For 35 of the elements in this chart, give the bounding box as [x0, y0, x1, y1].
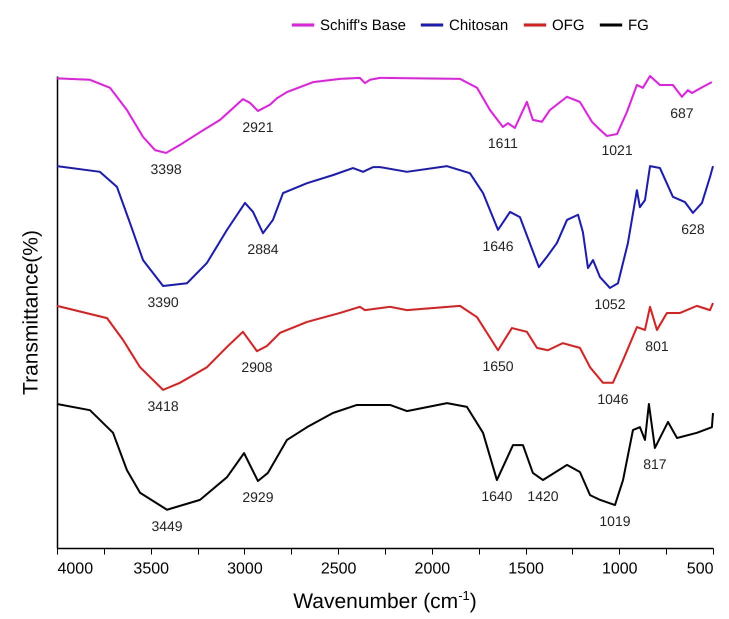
x-tick-label: 2500: [320, 560, 357, 578]
x-tick-label: 4000: [58, 560, 94, 578]
annotation: 817: [643, 456, 667, 472]
annotation: 1019: [599, 513, 631, 530]
y-axis-title: Transmittance(%): [20, 230, 42, 395]
legend-label: FG: [628, 17, 649, 34]
x-tick-label: 500: [686, 560, 714, 578]
x-axis-title: Wavenumber (cm$^{-1}$): [292, 587, 478, 614]
annotation: 801: [645, 338, 669, 354]
legend-label: Chitosan: [449, 17, 508, 34]
annotation: 1021: [601, 142, 633, 158]
annotation: 2929: [242, 488, 274, 505]
annotation: 3449: [151, 518, 183, 534]
x-tick-label: 3500: [133, 560, 170, 578]
annotation: 687: [670, 104, 694, 121]
legend-label: Schiff's Base: [320, 17, 406, 34]
annotation: 1640: [481, 488, 513, 504]
annotation: 2908: [241, 359, 273, 376]
annotation: 3398: [150, 160, 182, 177]
annotation: 2921: [242, 118, 274, 135]
annotation: 3390: [148, 294, 179, 310]
annotation: 1611: [488, 134, 518, 151]
x-tick-label: 2000: [414, 560, 450, 578]
x-tick-label: 1500: [508, 560, 544, 578]
annotation: 1650: [482, 358, 514, 374]
annotation: 1052: [594, 296, 626, 312]
x-tick-label: 3000: [227, 560, 263, 578]
annotation: 1046: [597, 390, 629, 407]
annotation: 3418: [148, 398, 179, 414]
legend-label: OFG: [552, 17, 584, 34]
annotation: 628: [681, 220, 705, 237]
annotation: 2884: [247, 241, 279, 258]
annotation: 1420: [527, 488, 559, 504]
x-tick-label: 1000: [602, 560, 638, 578]
annotation: 1646: [482, 238, 514, 254]
